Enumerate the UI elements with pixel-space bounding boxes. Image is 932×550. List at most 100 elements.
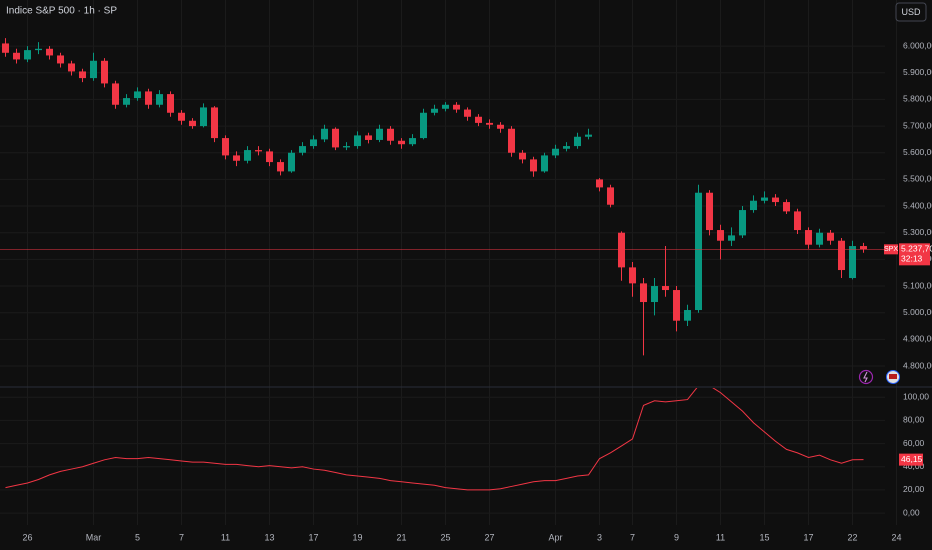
price-pane xyxy=(0,38,885,356)
candle-body xyxy=(167,94,174,113)
y-tick-label: 80,00 xyxy=(903,415,925,425)
candle-body xyxy=(288,152,295,172)
candle-body xyxy=(728,235,735,241)
candle-body xyxy=(343,146,350,148)
candle-body xyxy=(706,192,713,231)
candle-body xyxy=(365,135,372,140)
y-tick-label: 60,00 xyxy=(903,438,925,448)
candle-body xyxy=(563,146,570,149)
last-price-label: 5.237,70 xyxy=(901,244,932,254)
candle-body xyxy=(607,187,614,205)
symbol-badge xyxy=(884,244,898,255)
candle-body xyxy=(310,139,317,147)
candle-body xyxy=(431,108,438,113)
candle-body xyxy=(123,98,130,105)
candle-body xyxy=(398,140,405,145)
candle-body xyxy=(112,83,119,105)
candle-body xyxy=(816,232,823,245)
y-tick-label: 40,00 xyxy=(903,461,925,471)
candle-body xyxy=(574,136,581,147)
candle-body xyxy=(24,50,31,60)
indicator-pane xyxy=(5,388,864,491)
candle-body xyxy=(79,71,86,79)
candle-body xyxy=(376,128,383,140)
candle-body xyxy=(156,94,163,105)
last-value-badge xyxy=(899,453,923,466)
currency-label[interactable]: USD xyxy=(901,7,921,17)
candle-body xyxy=(739,210,746,236)
candle-body xyxy=(497,124,504,129)
candle-body xyxy=(475,116,482,123)
x-tick-label: 26 xyxy=(22,532,32,542)
x-tick-label: Apr xyxy=(548,532,562,542)
y-tick-label: 5.300,00 xyxy=(903,227,932,237)
candle-body xyxy=(178,112,185,121)
candle-body xyxy=(684,310,691,321)
y-tick-label: 5.700,00 xyxy=(903,120,932,130)
chart-title: Indice S&P 500 · 1h · SP xyxy=(6,6,117,17)
candle-body xyxy=(596,179,603,188)
x-tick-label: 25 xyxy=(440,532,450,542)
candle-body xyxy=(189,120,196,127)
candle-body xyxy=(409,138,416,145)
candle-body xyxy=(772,197,779,203)
candle-body xyxy=(354,135,361,147)
y-tick-label: 0,00 xyxy=(903,507,920,517)
candle-body xyxy=(673,290,680,321)
candle-body xyxy=(750,200,757,211)
candle-body xyxy=(442,104,449,109)
candle-body xyxy=(541,155,548,172)
candle-body xyxy=(2,43,9,53)
candle-body xyxy=(453,104,460,110)
candle-body xyxy=(277,162,284,172)
y-tick-label: 5.000,00 xyxy=(903,307,932,317)
candle-body xyxy=(530,159,537,172)
candle-body xyxy=(486,122,493,125)
lightning-icon[interactable] xyxy=(858,369,874,385)
candle-body xyxy=(420,112,427,139)
y-tick-label: 5.100,00 xyxy=(903,280,932,290)
candle-body xyxy=(662,286,669,291)
candle-body xyxy=(508,128,515,153)
x-tick-label: 9 xyxy=(674,532,679,542)
candle-body xyxy=(783,202,790,212)
candle-body xyxy=(134,91,141,99)
candle-body xyxy=(255,150,262,152)
candle-body xyxy=(266,151,273,163)
countdown-label: 32:13 xyxy=(901,254,923,264)
y-tick-label: 5.600,00 xyxy=(903,147,932,157)
candle-body xyxy=(299,146,306,153)
candle-body xyxy=(200,107,207,127)
x-tick-label: 24 xyxy=(891,532,901,542)
indicator-line xyxy=(5,388,864,491)
candle-body xyxy=(332,128,339,148)
y-tick-label: 4.800,00 xyxy=(903,360,932,370)
candle-body xyxy=(101,60,108,84)
candle-body xyxy=(849,246,856,279)
y-tick-label: 4.900,00 xyxy=(903,334,932,344)
candle-body xyxy=(585,134,592,137)
x-tick-label: 17 xyxy=(803,532,813,542)
candle-body xyxy=(651,286,658,303)
y-tick-label: 5.900,00 xyxy=(903,67,932,77)
y-tick-label: 100,00 xyxy=(903,392,929,402)
candle-body xyxy=(640,283,647,303)
last-price-badge xyxy=(899,243,930,266)
x-tick-label: 19 xyxy=(352,532,362,542)
x-tick-label: 3 xyxy=(597,532,602,542)
candle-body xyxy=(629,267,636,284)
flag-icon[interactable] xyxy=(886,370,900,384)
currency-button[interactable] xyxy=(895,2,927,22)
y-tick-label: 5.400,00 xyxy=(903,200,932,210)
candle-body xyxy=(838,240,845,271)
candle-body xyxy=(761,197,768,201)
candle-body xyxy=(321,128,328,140)
x-tick-label: Mar xyxy=(86,532,102,542)
candle-body xyxy=(860,246,867,250)
candle-body xyxy=(552,148,559,156)
last-value-label: 46,15 xyxy=(901,454,923,464)
candle-body xyxy=(717,230,724,241)
